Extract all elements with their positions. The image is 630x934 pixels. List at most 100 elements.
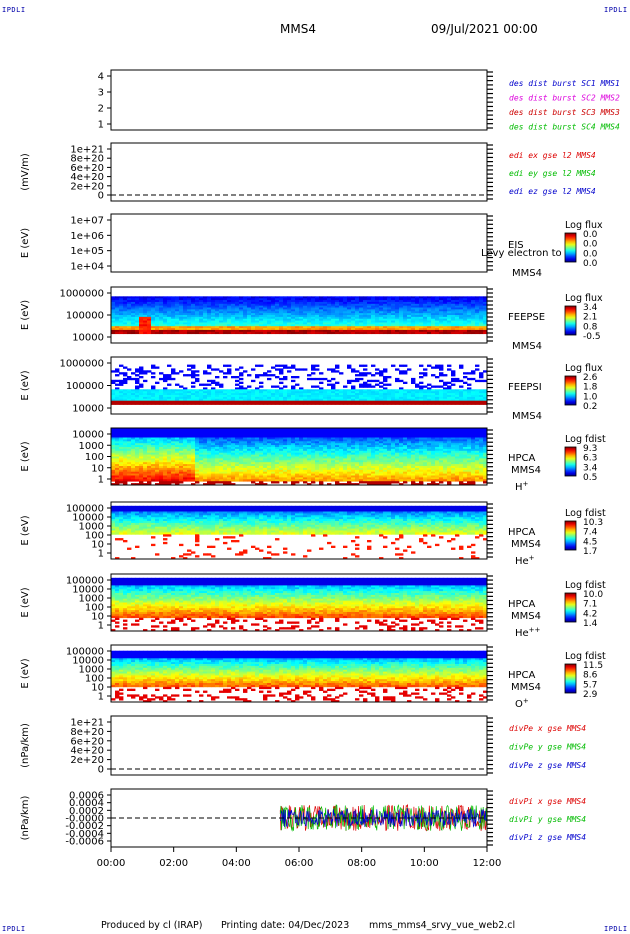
spectrogram-cell bbox=[435, 366, 440, 369]
spectrogram-cell bbox=[227, 396, 232, 400]
spectrogram-cell bbox=[307, 398, 312, 402]
spectrogram-cell bbox=[415, 389, 420, 392]
spectrogram-cell bbox=[367, 303, 372, 307]
spectrogram-cell bbox=[147, 318, 152, 321]
spectrogram-cell bbox=[367, 383, 372, 386]
spectrogram-cell bbox=[195, 311, 200, 314]
spectrogram-cell bbox=[359, 396, 364, 400]
spectrogram-cell bbox=[435, 301, 440, 305]
spectrogram-cell bbox=[475, 326, 480, 329]
spectrogram-cell bbox=[215, 396, 220, 400]
spectrogram-cell bbox=[395, 309, 400, 312]
spectrogram-cell bbox=[219, 313, 224, 316]
spectrogram-cell bbox=[395, 402, 400, 405]
spectrogram-cell bbox=[451, 391, 456, 394]
legend-entry: edi ez gse l2 MMS4 bbox=[509, 187, 596, 196]
spectrogram-cell bbox=[171, 313, 176, 316]
spectrogram-cell bbox=[467, 315, 472, 318]
spectrogram-cell bbox=[143, 303, 148, 307]
spectrogram-cell bbox=[443, 318, 448, 321]
spectrogram-cell bbox=[199, 318, 204, 321]
spectrogram-cell bbox=[459, 298, 464, 301]
spectrogram-cell bbox=[171, 326, 176, 329]
spectrogram-cell bbox=[155, 301, 160, 305]
spectrogram-cell bbox=[463, 381, 468, 384]
spectrogram-cell bbox=[287, 305, 292, 308]
spectrogram-cell bbox=[155, 389, 160, 392]
spectrogram-cell bbox=[411, 309, 416, 312]
spectrogram-cell bbox=[115, 303, 120, 307]
spectrogram-cell bbox=[191, 324, 196, 327]
spectrogram-cell bbox=[163, 377, 168, 381]
spectrogram-cell bbox=[399, 402, 404, 405]
spectrogram-cell bbox=[427, 387, 432, 390]
spectrogram-cell bbox=[331, 322, 336, 325]
spectrogram-cell bbox=[223, 311, 228, 314]
y-tick-label: 8e+20 bbox=[70, 154, 104, 165]
spectrogram-cell bbox=[459, 311, 464, 314]
spectrogram-cell bbox=[247, 402, 252, 405]
spectrogram-cell bbox=[483, 313, 488, 316]
spectrogram-cell bbox=[347, 395, 352, 398]
spectrogram-cell bbox=[191, 331, 196, 335]
spectrogram-cell bbox=[215, 393, 220, 396]
spectrogram-cell bbox=[467, 377, 472, 381]
spectrogram-cell bbox=[343, 303, 348, 307]
spectrogram-cell bbox=[467, 301, 472, 305]
spectrogram-cell bbox=[211, 329, 216, 333]
spectrogram-cell bbox=[347, 366, 352, 369]
spectrogram-cell bbox=[115, 460, 120, 463]
spectrogram-cell bbox=[403, 395, 408, 398]
spectrogram-cell bbox=[239, 400, 244, 403]
spectrogram-cell bbox=[383, 309, 388, 312]
spectrogram-cell bbox=[435, 328, 440, 331]
spectrogram-cell bbox=[455, 391, 460, 394]
spectrogram-cell bbox=[383, 391, 388, 394]
spectrogram-cell bbox=[399, 303, 404, 307]
spectrogram-5 bbox=[111, 428, 488, 486]
spectrogram-cell bbox=[371, 309, 376, 312]
spectrogram-cell bbox=[151, 326, 156, 329]
spectrogram-cell bbox=[203, 400, 208, 403]
spectrogram-cell bbox=[279, 381, 284, 384]
spectrogram-cell bbox=[451, 313, 456, 316]
spectrogram-cell bbox=[131, 316, 136, 320]
spectrogram-cell bbox=[247, 326, 252, 329]
spectrogram-cell bbox=[395, 313, 400, 316]
spectrogram-cell bbox=[411, 379, 416, 383]
spectrogram-cell bbox=[431, 402, 436, 405]
spectrogram-cell bbox=[247, 303, 252, 307]
spectrogram-cell bbox=[111, 315, 116, 318]
spectrogram-cell bbox=[299, 320, 304, 323]
spectrogram-cell bbox=[171, 322, 176, 325]
spectrogram-cell bbox=[383, 324, 388, 327]
spectrogram-cell bbox=[131, 445, 136, 448]
spectrogram-cell bbox=[215, 320, 220, 323]
corner-label-br: IPDLI bbox=[604, 925, 628, 933]
spectrogram-cell bbox=[443, 328, 448, 331]
spectrogram-cell bbox=[399, 326, 404, 329]
spectrogram-cell bbox=[235, 398, 240, 402]
colorbar-title: Log flux bbox=[565, 220, 603, 231]
spectrogram-cell bbox=[455, 377, 460, 381]
spectrogram-cell bbox=[379, 296, 384, 299]
spectrogram-cell bbox=[271, 311, 276, 314]
spectrogram-cell bbox=[463, 396, 468, 400]
spectrogram-cell bbox=[347, 328, 352, 331]
spectrogram-cell bbox=[419, 305, 424, 308]
spectrogram-cell bbox=[183, 315, 188, 318]
spectrogram-cell bbox=[195, 400, 200, 403]
spectrogram-cell bbox=[419, 364, 424, 367]
spectrogram-cell bbox=[119, 313, 124, 316]
spectrogram-cell bbox=[263, 320, 268, 323]
spectrogram-cell bbox=[467, 393, 472, 396]
spectrogram-cell bbox=[267, 311, 272, 314]
spectrogram-cell bbox=[443, 300, 448, 303]
spectrogram-cell bbox=[359, 311, 364, 314]
spectrogram-cell bbox=[127, 466, 132, 469]
spectrogram-cell bbox=[271, 315, 276, 318]
spectrogram-cell bbox=[151, 305, 156, 308]
spectrogram-cell bbox=[255, 300, 260, 303]
spectrogram-cell bbox=[203, 398, 208, 402]
spectrogram-cell bbox=[283, 328, 288, 331]
